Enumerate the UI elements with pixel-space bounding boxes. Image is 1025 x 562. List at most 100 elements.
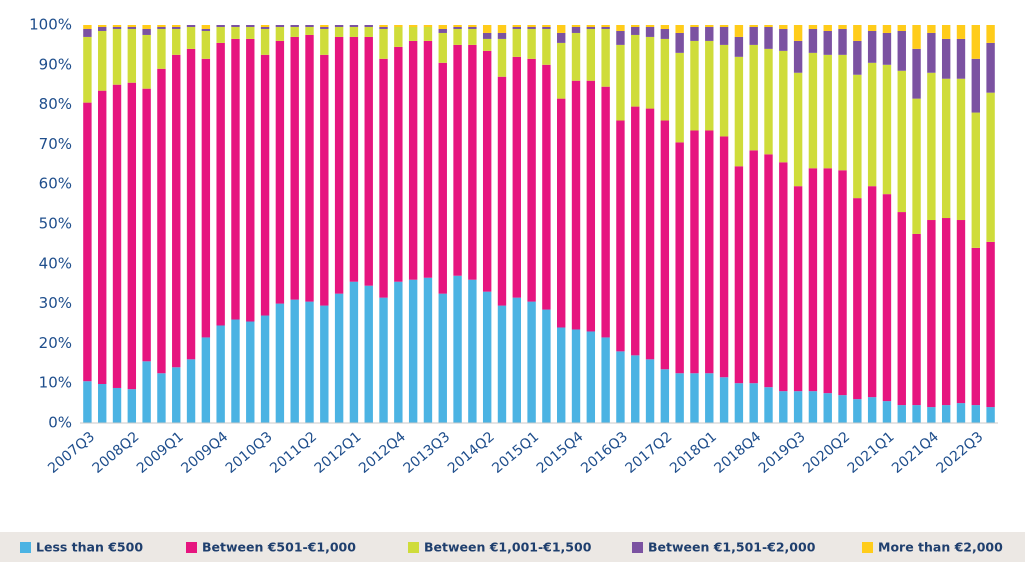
bar-segment xyxy=(290,299,299,423)
bar-segment xyxy=(897,25,906,31)
bar-segment xyxy=(867,30,877,63)
bar-segment xyxy=(557,25,566,33)
bar-segment xyxy=(793,40,803,73)
bar-segment xyxy=(616,30,625,45)
bar-segment xyxy=(838,28,847,55)
x-tick-label: 2007Q3 xyxy=(45,429,98,477)
bar-segment xyxy=(527,301,536,423)
bar-segment xyxy=(83,28,92,37)
bar-segment xyxy=(645,36,655,109)
bar-segment xyxy=(305,25,314,27)
bar-segment xyxy=(157,68,166,374)
bar-segment xyxy=(586,331,596,423)
bar-segment xyxy=(408,279,418,423)
bar-segment xyxy=(897,30,906,71)
bar-segment xyxy=(927,32,936,73)
bar-segment xyxy=(764,387,773,423)
bar-segment xyxy=(364,26,373,37)
bar-segment xyxy=(172,54,181,368)
bar-segment xyxy=(557,98,566,328)
bar-segment xyxy=(853,25,862,41)
bar-segment xyxy=(142,28,151,35)
bar-segment xyxy=(986,241,995,408)
bar-segment xyxy=(986,42,995,93)
bar-segment xyxy=(542,25,551,27)
bar-segment xyxy=(867,186,877,398)
bar-segment xyxy=(867,397,877,423)
bar-segment xyxy=(320,54,329,306)
bar-segment xyxy=(675,25,684,33)
bar-segment xyxy=(971,112,980,248)
bar-segment xyxy=(542,309,551,423)
bar-segment xyxy=(334,26,344,37)
bar-segment xyxy=(157,28,166,69)
bar-segment xyxy=(749,383,758,423)
bar-segment xyxy=(882,194,892,402)
bar-segment xyxy=(808,52,818,169)
bar-segment xyxy=(468,44,477,280)
bar-segment xyxy=(660,25,670,29)
bar-segment xyxy=(334,36,344,294)
bar-segment xyxy=(512,25,521,27)
bar-segment xyxy=(912,25,921,49)
bar-segment xyxy=(675,142,684,374)
bar-segment xyxy=(912,98,921,234)
bar-segment xyxy=(394,26,403,47)
bar-segment xyxy=(927,407,936,423)
bar-segment xyxy=(127,389,137,423)
bar-segment xyxy=(453,28,462,45)
y-tick-label: 0% xyxy=(48,414,72,432)
x-tick-label: 2009Q4 xyxy=(178,429,231,477)
bar-segment xyxy=(705,25,714,27)
bar-segment xyxy=(83,36,92,103)
bar-segment xyxy=(142,361,151,423)
x-tick-label: 2011Q2 xyxy=(267,429,320,477)
legend-swatch xyxy=(862,542,873,553)
bar-segment xyxy=(364,285,373,423)
bar-segment xyxy=(793,186,803,392)
bar-segment xyxy=(764,25,773,27)
bar-segment xyxy=(379,28,388,59)
y-tick-label: 100% xyxy=(29,16,72,34)
bar-segment xyxy=(438,293,447,423)
y-tick-label: 70% xyxy=(39,135,72,153)
bar-segment xyxy=(971,247,980,406)
bar-segment xyxy=(690,130,699,374)
bar-segment xyxy=(631,34,640,107)
y-tick-label: 20% xyxy=(39,334,72,352)
bar-segment xyxy=(749,150,758,384)
bar-segment xyxy=(734,25,744,37)
x-tick-label: 2008Q2 xyxy=(90,429,143,477)
bar-segment xyxy=(275,40,285,304)
bar-segment xyxy=(616,25,625,31)
bar-segment xyxy=(157,26,166,29)
bar-segment xyxy=(941,78,951,219)
bar-segment xyxy=(364,36,373,286)
x-tick-label: 2012Q1 xyxy=(312,429,365,477)
bar-segment xyxy=(912,233,921,406)
bar-segment xyxy=(246,26,255,39)
x-tick-label: 2013Q3 xyxy=(400,429,453,477)
bar-segment xyxy=(897,70,906,213)
bar-segment xyxy=(83,381,92,423)
bar-segment xyxy=(897,212,906,406)
bar-segment xyxy=(956,403,966,423)
x-tick-label: 2017Q2 xyxy=(623,429,676,477)
bar-segment xyxy=(453,26,462,29)
bar-segment xyxy=(83,25,92,29)
bar-segment xyxy=(808,168,818,392)
bar-segment xyxy=(512,28,521,57)
bar-segment xyxy=(660,120,670,370)
bar-segment xyxy=(497,305,507,423)
bar-segment xyxy=(675,52,684,143)
bar-segment xyxy=(482,32,492,39)
bar-segment xyxy=(956,25,966,39)
bar-segment xyxy=(186,26,196,49)
bar-segment xyxy=(941,38,951,79)
bar-segment xyxy=(853,399,862,423)
bar-segment xyxy=(897,405,906,423)
bar-segment xyxy=(616,351,625,423)
bar-segment xyxy=(260,315,270,423)
bar-segment xyxy=(512,56,521,298)
